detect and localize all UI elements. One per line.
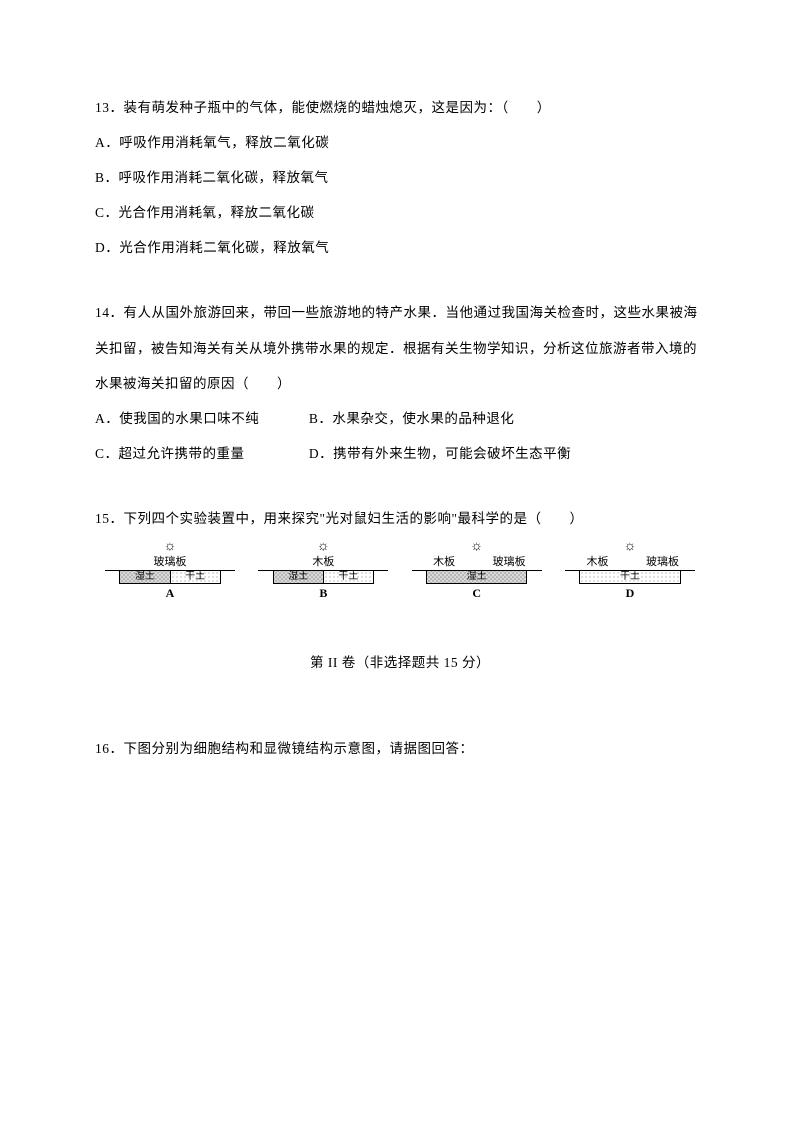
- question-15: 15．下列四个实验装置中，用来探究"光对鼠妇生活的影响"最科学的是（ ） ☼ 玻…: [95, 501, 705, 601]
- q14-option-b: B．水果杂交，使水果的品种退化: [309, 401, 515, 436]
- q16-stem: 16．下图分别为细胞结构和显微镜结构示意图，请据图回答：: [95, 731, 705, 766]
- diagram-b-cover: 木板: [258, 556, 388, 571]
- q13-option-c: C．光合作用消耗氧，释放二氧化碳: [95, 195, 705, 230]
- diagram-b-soil-left: 湿土: [274, 571, 324, 583]
- diagram-c-tray: 湿土: [426, 571, 527, 584]
- diagram-d-cover-right: 玻璃板: [630, 556, 695, 570]
- q13-option-d: D．光合作用消耗二氧化碳，释放氧气: [95, 230, 705, 265]
- diagram-d-label: D: [626, 586, 635, 601]
- q15-diagram-row: ☼ 玻璃板 湿土 干土 A ☼ 木板 湿土 干土 B ☼ 木板: [95, 536, 705, 601]
- diagram-a-tray: 湿土 干土: [119, 571, 220, 584]
- q13-option-a: A．呼吸作用消耗氧气，释放二氧化碳: [95, 125, 705, 160]
- diagram-b-label: B: [319, 586, 327, 601]
- q14-option-d: D．携带有外来生物，可能会破坏生态平衡: [309, 436, 571, 471]
- question-14: 14．有人从国外旅游回来，带回一些旅游地的特产水果．当他通过我国海关检查时，这些…: [95, 295, 705, 470]
- sun-icon: ☼: [317, 540, 330, 554]
- question-16: 16．下图分别为细胞结构和显微镜结构示意图，请据图回答：: [95, 731, 705, 766]
- diagram-a-cover-label: 玻璃板: [105, 556, 235, 570]
- diagram-b-cover-label: 木板: [258, 556, 388, 570]
- diagram-b-tray: 湿土 干土: [273, 571, 374, 584]
- diagram-d-tray: 干土: [579, 571, 680, 584]
- diagram-a-label: A: [166, 586, 175, 601]
- sun-icon: ☼: [624, 540, 637, 554]
- diagram-c-soil: 湿土: [427, 571, 526, 583]
- diagram-c-cover-left: 木板: [412, 556, 477, 570]
- q13-stem: 13．装有萌发种子瓶中的气体，能使燃烧的蜡烛熄灭，这是因为：（ ）: [95, 90, 705, 125]
- q13-option-b: B．呼吸作用消耗二氧化碳，释放氧气: [95, 160, 705, 195]
- diagram-d-cover-left: 木板: [565, 556, 630, 570]
- diagram-a: ☼ 玻璃板 湿土 干土 A: [105, 540, 235, 601]
- diagram-c-label: C: [472, 586, 481, 601]
- sun-icon: ☼: [470, 540, 483, 554]
- section-2-title: 第 II 卷（非选择题共 15 分）: [95, 651, 705, 671]
- diagram-c-cover-right: 玻璃板: [477, 556, 542, 570]
- diagram-a-soil-right: 干土: [171, 571, 220, 583]
- q15-stem: 15．下列四个实验装置中，用来探究"光对鼠妇生活的影响"最科学的是（ ）: [95, 501, 705, 536]
- q14-option-a: A．使我国的水果口味不纯: [95, 401, 305, 436]
- diagram-a-soil-left: 湿土: [120, 571, 170, 583]
- diagram-d: ☼ 木板 玻璃板 干土 D: [565, 540, 695, 601]
- question-13: 13．装有萌发种子瓶中的气体，能使燃烧的蜡烛熄灭，这是因为：（ ） A．呼吸作用…: [95, 90, 705, 265]
- sun-icon: ☼: [164, 540, 177, 554]
- q14-options-row1: A．使我国的水果口味不纯 B．水果杂交，使水果的品种退化: [95, 401, 705, 436]
- diagram-b-soil-right: 干土: [324, 571, 373, 583]
- diagram-c-cover: 木板 玻璃板: [412, 556, 542, 571]
- diagram-c: ☼ 木板 玻璃板 湿土 C: [412, 540, 542, 601]
- q14-options-row2: C．超过允许携带的重量 D．携带有外来生物，可能会破坏生态平衡: [95, 436, 705, 471]
- diagram-d-cover: 木板 玻璃板: [565, 556, 695, 571]
- diagram-a-cover: 玻璃板: [105, 556, 235, 571]
- diagram-d-soil: 干土: [580, 571, 679, 583]
- q14-stem: 14．有人从国外旅游回来，带回一些旅游地的特产水果．当他通过我国海关检查时，这些…: [95, 295, 705, 400]
- diagram-b: ☼ 木板 湿土 干土 B: [258, 540, 388, 601]
- q14-option-c: C．超过允许携带的重量: [95, 436, 305, 471]
